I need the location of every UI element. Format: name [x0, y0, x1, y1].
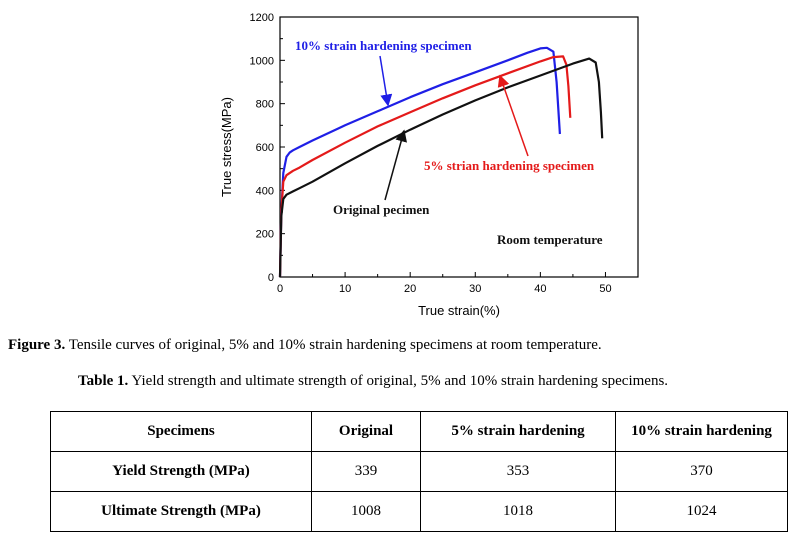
cell-ultimate-original: 1008	[311, 491, 421, 532]
annotation-room-temperature: Room temperature	[497, 232, 603, 247]
row-ultimate-label: Ultimate Strength (MPa)	[50, 491, 312, 532]
annotation-10pct: 10% strain hardening specimen	[295, 38, 472, 53]
row-yield-label: Yield Strength (MPa)	[50, 451, 312, 492]
x-tick-label: 30	[469, 283, 481, 295]
table-row: Yield Strength (MPa) 339 353 370	[50, 451, 788, 492]
figure-caption: Figure 3. Tensile curves of original, 5%…	[8, 337, 602, 354]
y-axis-title: True stress(MPa)	[219, 97, 234, 197]
table-label: Table 1.	[78, 373, 129, 389]
cell-ultimate-10pct: 1024	[615, 491, 788, 532]
y-tick-label: 200	[256, 229, 274, 241]
x-tick-label: 0	[277, 283, 283, 295]
header-original: Original	[311, 411, 421, 452]
table-caption: Table 1. Yield strength and ultimate str…	[78, 373, 668, 390]
figure-label: Figure 3.	[8, 337, 66, 353]
cell-yield-original: 339	[311, 451, 421, 492]
strength-table: Specimens Original 5% strain hardening 1…	[50, 411, 788, 532]
arrow-5pct	[497, 74, 529, 157]
header-10pct: 10% strain hardening	[615, 411, 788, 452]
table-row: Ultimate Strength (MPa) 1008 1018 1024	[50, 491, 788, 532]
table-header-row: Specimens Original 5% strain hardening 1…	[50, 411, 788, 452]
x-tick-label: 10	[339, 283, 351, 295]
y-tick-label: 800	[256, 99, 274, 111]
y-tick-label: 1000	[250, 55, 274, 67]
series-line-5pct	[278, 55, 572, 278]
tensile-chart: 0 10 20 30 40 50 0 200 400 600 800 1000 1200 True str…	[219, 12, 639, 318]
cell-yield-5pct: 353	[420, 451, 616, 492]
series-line-10pct	[278, 46, 561, 278]
x-axis-title: True strain(%)	[418, 303, 500, 318]
y-tick-label: 400	[256, 185, 274, 197]
table-caption-text: Yield strength and ultimate strength of …	[131, 373, 669, 389]
y-tick-label: 1200	[250, 12, 274, 24]
x-tick-label: 20	[404, 283, 416, 295]
y-tick-label: 0	[268, 272, 274, 284]
header-specimens: Specimens	[50, 411, 312, 452]
series-line-original	[278, 57, 604, 278]
cell-ultimate-5pct: 1018	[420, 491, 616, 532]
x-tick-label: 40	[534, 283, 546, 295]
annotation-5pct: 5% strian hardening specimen	[424, 158, 595, 173]
arrow-original	[384, 129, 407, 201]
cell-yield-10pct: 370	[615, 451, 788, 492]
y-tick-label: 600	[256, 142, 274, 154]
figure-caption-text: Tensile curves of original, 5% and 10% s…	[68, 337, 602, 353]
arrow-10pct	[379, 55, 393, 107]
x-tick-label: 50	[599, 283, 611, 295]
annotation-original: Original pecimen	[333, 202, 430, 217]
header-5pct: 5% strain hardening	[420, 411, 616, 452]
